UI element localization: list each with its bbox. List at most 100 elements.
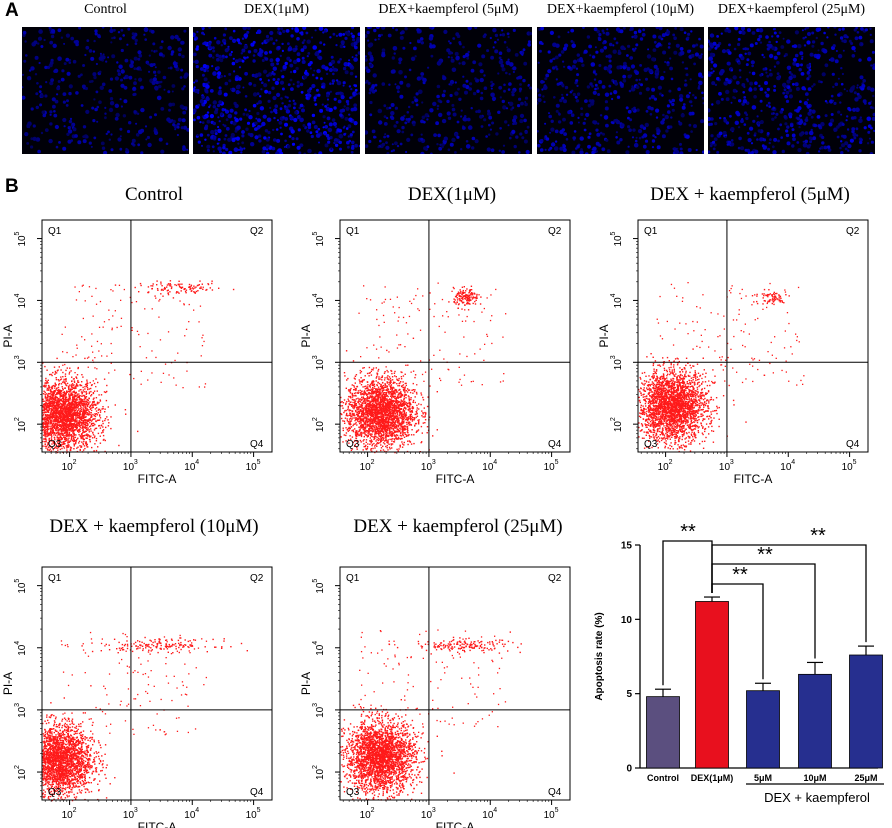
quadrant-label: Q2	[250, 573, 264, 584]
x-tick-label: 10	[184, 810, 196, 821]
y-axis-label: PI-A	[299, 324, 313, 347]
y-tick-label: 10	[17, 644, 28, 656]
category-label: 10μM	[803, 773, 826, 783]
bar	[695, 601, 729, 769]
group-label: DEX + kaempferol	[764, 790, 870, 805]
y-tick-label: 10	[315, 421, 326, 433]
y-tick-exponent: 4	[610, 293, 617, 297]
y-axis-label: Apoptosis rate (%)	[594, 612, 605, 700]
quadrant-label: Q4	[250, 439, 264, 450]
significance-label: **	[757, 544, 773, 566]
y-tick-label: 10	[17, 768, 28, 780]
significance-bracket	[711, 544, 867, 643]
quadrant-label: Q2	[548, 226, 562, 237]
x-tick-label: 10	[482, 810, 494, 821]
y-tick-exponent: 2	[312, 417, 319, 421]
x-tick-label: 10	[62, 810, 74, 821]
x-tick-exponent: 4	[791, 459, 795, 466]
quadrant-label: Q3	[644, 439, 658, 450]
flow-events	[42, 280, 235, 454]
bar	[646, 696, 680, 769]
category-label: DEX(1μM)	[691, 773, 734, 783]
y-tick-exponent: 4	[312, 641, 319, 645]
x-tick-label: 10	[658, 462, 670, 473]
quadrant-label: Q4	[548, 439, 562, 450]
y-tick-exponent: 3	[14, 355, 21, 359]
y-tick-label: 10	[315, 644, 326, 656]
micrograph-label: Control	[84, 2, 127, 17]
x-axis-label: FITC-A	[138, 820, 177, 828]
flow-plot-title: Control	[124, 184, 184, 205]
quadrant-label: Q1	[48, 573, 62, 584]
y-tick-label: 10	[613, 421, 624, 433]
y-tick-label: 10	[315, 768, 326, 780]
y-tick-label: 10	[621, 615, 633, 626]
quadrant-label: Q1	[48, 226, 62, 237]
y-tick-exponent: 5	[312, 579, 319, 583]
flow-plot-title: DEX(1μM)	[407, 184, 497, 205]
x-tick-label: 10	[780, 462, 792, 473]
quadrant-label: Q1	[644, 226, 658, 237]
x-tick-exponent: 5	[853, 459, 857, 466]
significance-label: **	[810, 525, 826, 547]
y-tick-label: 10	[17, 359, 28, 371]
x-tick-label: 10	[544, 810, 556, 821]
x-tick-exponent: 3	[134, 459, 138, 466]
y-tick-label: 10	[315, 706, 326, 718]
x-tick-exponent: 2	[73, 459, 77, 466]
flow-events	[340, 282, 507, 454]
bar	[849, 654, 883, 769]
x-tick-exponent: 5	[555, 459, 559, 466]
x-tick-exponent: 5	[257, 807, 261, 814]
quadrant-label: Q1	[346, 573, 360, 584]
plot-frame	[41, 219, 273, 453]
x-tick-exponent: 3	[730, 459, 734, 466]
plot-frame	[41, 566, 273, 801]
x-tick-exponent: 5	[555, 807, 559, 814]
y-tick-exponent: 3	[610, 355, 617, 359]
y-tick-label: 10	[315, 359, 326, 371]
y-tick-label: 10	[17, 582, 28, 594]
flow-events	[42, 631, 248, 802]
plot-frame	[339, 219, 571, 453]
category-label: Control	[647, 773, 679, 783]
y-tick-exponent: 2	[312, 765, 319, 769]
micrograph-image	[22, 27, 189, 154]
quadrant-label: Q4	[846, 439, 860, 450]
micrograph-image	[193, 27, 360, 154]
micrograph-label: DEX+kaempferol (10μM)	[546, 2, 695, 17]
x-tick-exponent: 2	[73, 807, 77, 814]
x-tick-label: 10	[421, 462, 433, 473]
micrograph-image	[537, 27, 704, 154]
y-tick-exponent: 2	[14, 417, 21, 421]
x-tick-label: 10	[719, 462, 731, 473]
x-tick-exponent: 3	[432, 807, 436, 814]
y-tick-label: 10	[17, 706, 28, 718]
flow-plot-title: DEX + kaempferol (10μM)	[49, 516, 259, 537]
quadrant-label: Q3	[48, 439, 62, 450]
y-axis-label: PI-A	[1, 324, 15, 347]
micrograph-label: DEX+kaempferol (5μM)	[378, 2, 519, 17]
x-tick-label: 10	[544, 462, 556, 473]
x-tick-label: 10	[360, 462, 372, 473]
y-tick-label: 10	[613, 297, 624, 309]
flow-events	[340, 629, 522, 801]
y-tick-exponent: 3	[312, 703, 319, 707]
panel-a-letter: A	[5, 0, 19, 21]
x-tick-exponent: 5	[257, 459, 261, 466]
y-tick-exponent: 5	[14, 579, 21, 583]
panel-b-letter: B	[5, 176, 19, 197]
category-label: 25μM	[854, 773, 877, 783]
flow-events	[638, 282, 805, 453]
x-tick-label: 10	[184, 462, 196, 473]
x-tick-exponent: 4	[493, 807, 497, 814]
quadrant-label: Q3	[346, 787, 360, 798]
category-label: 5μM	[754, 773, 772, 783]
micrograph-image	[708, 27, 875, 154]
quadrant-label: Q4	[250, 787, 264, 798]
y-tick-label: 5	[626, 689, 632, 700]
quadrant-label: Q2	[250, 226, 264, 237]
